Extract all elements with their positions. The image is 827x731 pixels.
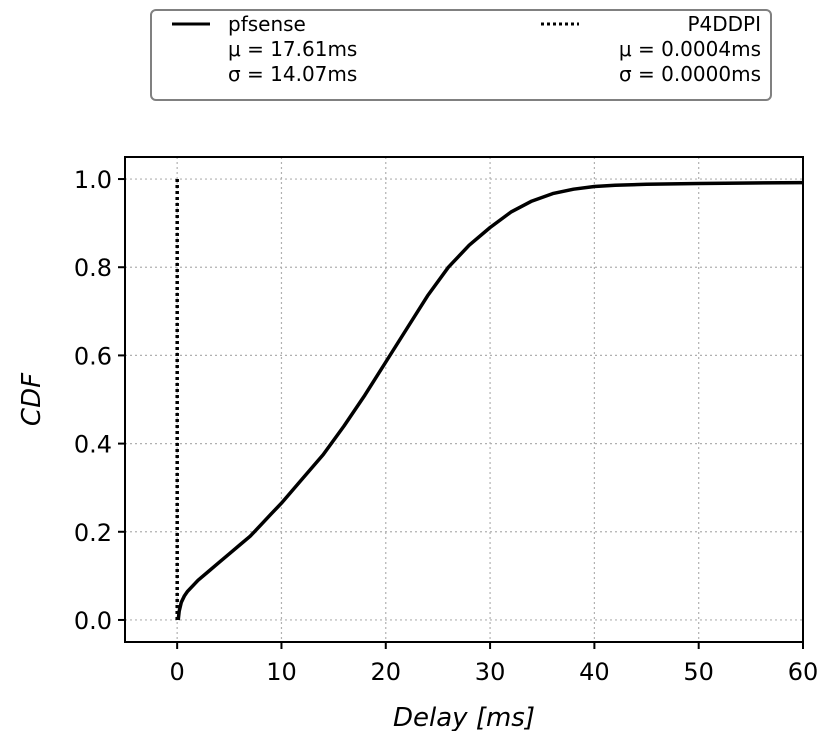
y-tick-label: 0.0 xyxy=(74,607,112,635)
x-tick-label: 0 xyxy=(170,658,185,686)
legend-label-p4ddpi: P4DDPI xyxy=(687,12,761,36)
y-axis-label: CDF xyxy=(17,372,47,426)
y-tick-label: 1.0 xyxy=(74,166,112,194)
grid xyxy=(125,157,804,642)
legend-frame xyxy=(150,9,772,101)
y-tick-label: 0.2 xyxy=(74,519,112,547)
legend-label-pfsense: pfsense xyxy=(228,12,306,36)
series xyxy=(175,179,804,621)
x-tick-label: 50 xyxy=(683,658,714,686)
x-axis-label: Delay [ms] xyxy=(393,703,535,731)
x-tick-label: 40 xyxy=(579,658,610,686)
legend: pfsense μ = 17.61ms σ = 14.07ms P4DDPI μ… xyxy=(150,9,772,101)
legend-stat-p4ddpi-mu: μ = 0.0004ms xyxy=(619,37,761,61)
y-tick-label: 0.4 xyxy=(74,431,112,459)
y-tick-label: 0.6 xyxy=(74,342,112,370)
series-line-pfsense xyxy=(176,180,804,621)
x-tick-label: 60 xyxy=(788,658,819,686)
ticks: 0 10 20 30 40 50 60 0.0 0.2 0.4 0.6 0.8 1.0 xyxy=(74,166,818,686)
y-tick-label: 0.8 xyxy=(74,254,112,282)
x-tick-label: 10 xyxy=(266,658,297,686)
legend-stat-p4ddpi-sigma: σ = 0.0000ms xyxy=(619,62,761,86)
legend-stat-pfsense-mu: μ = 17.61ms xyxy=(228,37,357,61)
x-tick-label: 30 xyxy=(475,658,506,686)
plot-frame xyxy=(124,156,804,643)
legend-stat-pfsense-sigma: σ = 14.07ms xyxy=(228,62,357,86)
x-tick-label: 20 xyxy=(370,658,401,686)
